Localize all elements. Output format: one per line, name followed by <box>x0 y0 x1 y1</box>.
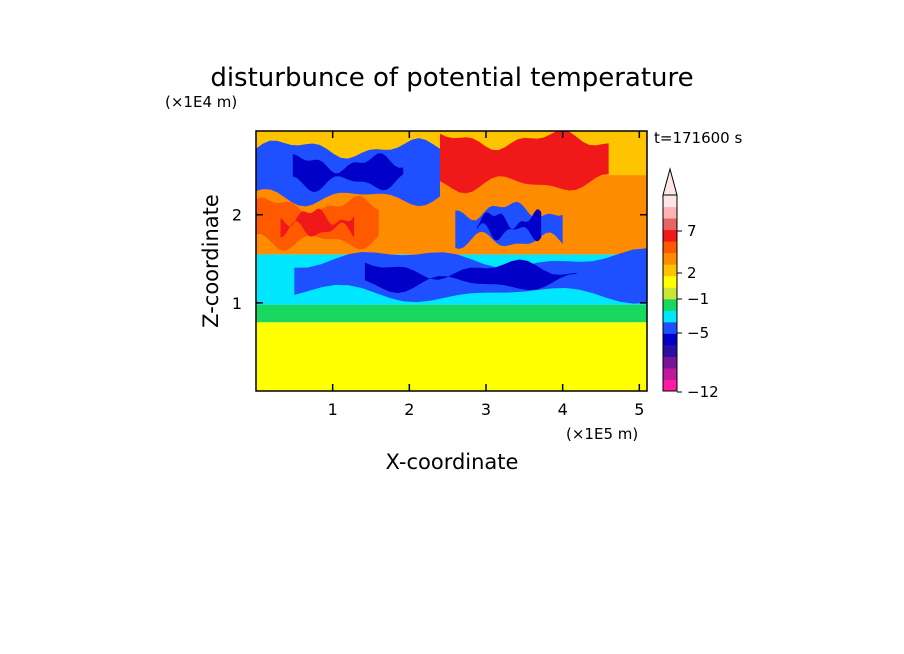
x-tick-label: 4 <box>558 400 568 419</box>
plot-frame <box>255 130 648 392</box>
colorbar-swatch <box>663 344 677 357</box>
feature-core-cold-0 <box>292 153 404 193</box>
colorbar-swatch <box>663 275 677 288</box>
y-axis: 12 <box>232 206 647 313</box>
x-axis: 1 2 3 4 5 <box>328 131 644 419</box>
colorbar-label: −1 <box>687 290 709 308</box>
time-label: t=171600 s <box>654 129 742 147</box>
colorbar-label: 7 <box>687 222 697 240</box>
layer-low <box>256 304 647 323</box>
x-tick-label: 1 <box>328 400 338 419</box>
x-axis-label: X-coordinate <box>386 450 519 474</box>
colorbar-swatch <box>663 252 677 265</box>
feature-core-cold-2 <box>476 209 542 242</box>
colorbar-label: −12 <box>687 383 719 401</box>
colorbar-swatch <box>663 195 677 208</box>
colorbar-swatch <box>663 218 677 231</box>
feature-core-warm-1 <box>473 144 575 179</box>
colorbar-swatch <box>663 264 677 277</box>
colorbar-extend-arrow <box>662 167 678 196</box>
chart-title: disturbunce of potential temperature <box>210 63 693 93</box>
y-tick-label: 2 <box>232 206 242 225</box>
colorbar: 7 2 −1 −5 −12 <box>662 167 719 401</box>
x-tick-label: 5 <box>634 400 644 419</box>
feature-core-cold-3 <box>364 259 577 294</box>
layer-base <box>256 322 647 391</box>
colorbar-swatch <box>663 206 677 219</box>
colorbar-swatch <box>663 229 677 242</box>
y-tick-label: 1 <box>232 294 242 313</box>
colorbar-swatch <box>663 298 677 311</box>
y-axis-label: Z-coordinate <box>199 194 223 328</box>
feature-core-warm-4 <box>280 208 355 238</box>
colorbar-swatch <box>663 356 677 369</box>
colorbar-swatch <box>663 310 677 323</box>
x-tick-label: 2 <box>404 400 414 419</box>
colorbar-swatch <box>663 287 677 300</box>
heatmap-field <box>256 131 647 391</box>
colorbar-frame <box>662 194 678 392</box>
y-unit-label: (×1E4 m) <box>165 93 237 111</box>
x-unit-label: (×1E5 m) <box>566 425 638 443</box>
colorbar-swatch <box>663 367 677 380</box>
colorbar-swatch <box>663 333 677 346</box>
colorbar-swatch <box>663 321 677 334</box>
colorbar-swatch <box>663 379 677 392</box>
x-tick-label: 3 <box>481 400 491 419</box>
colorbar-label: 2 <box>687 264 697 282</box>
colorbar-swatch <box>663 241 677 254</box>
colorbar-label: −5 <box>687 324 709 342</box>
